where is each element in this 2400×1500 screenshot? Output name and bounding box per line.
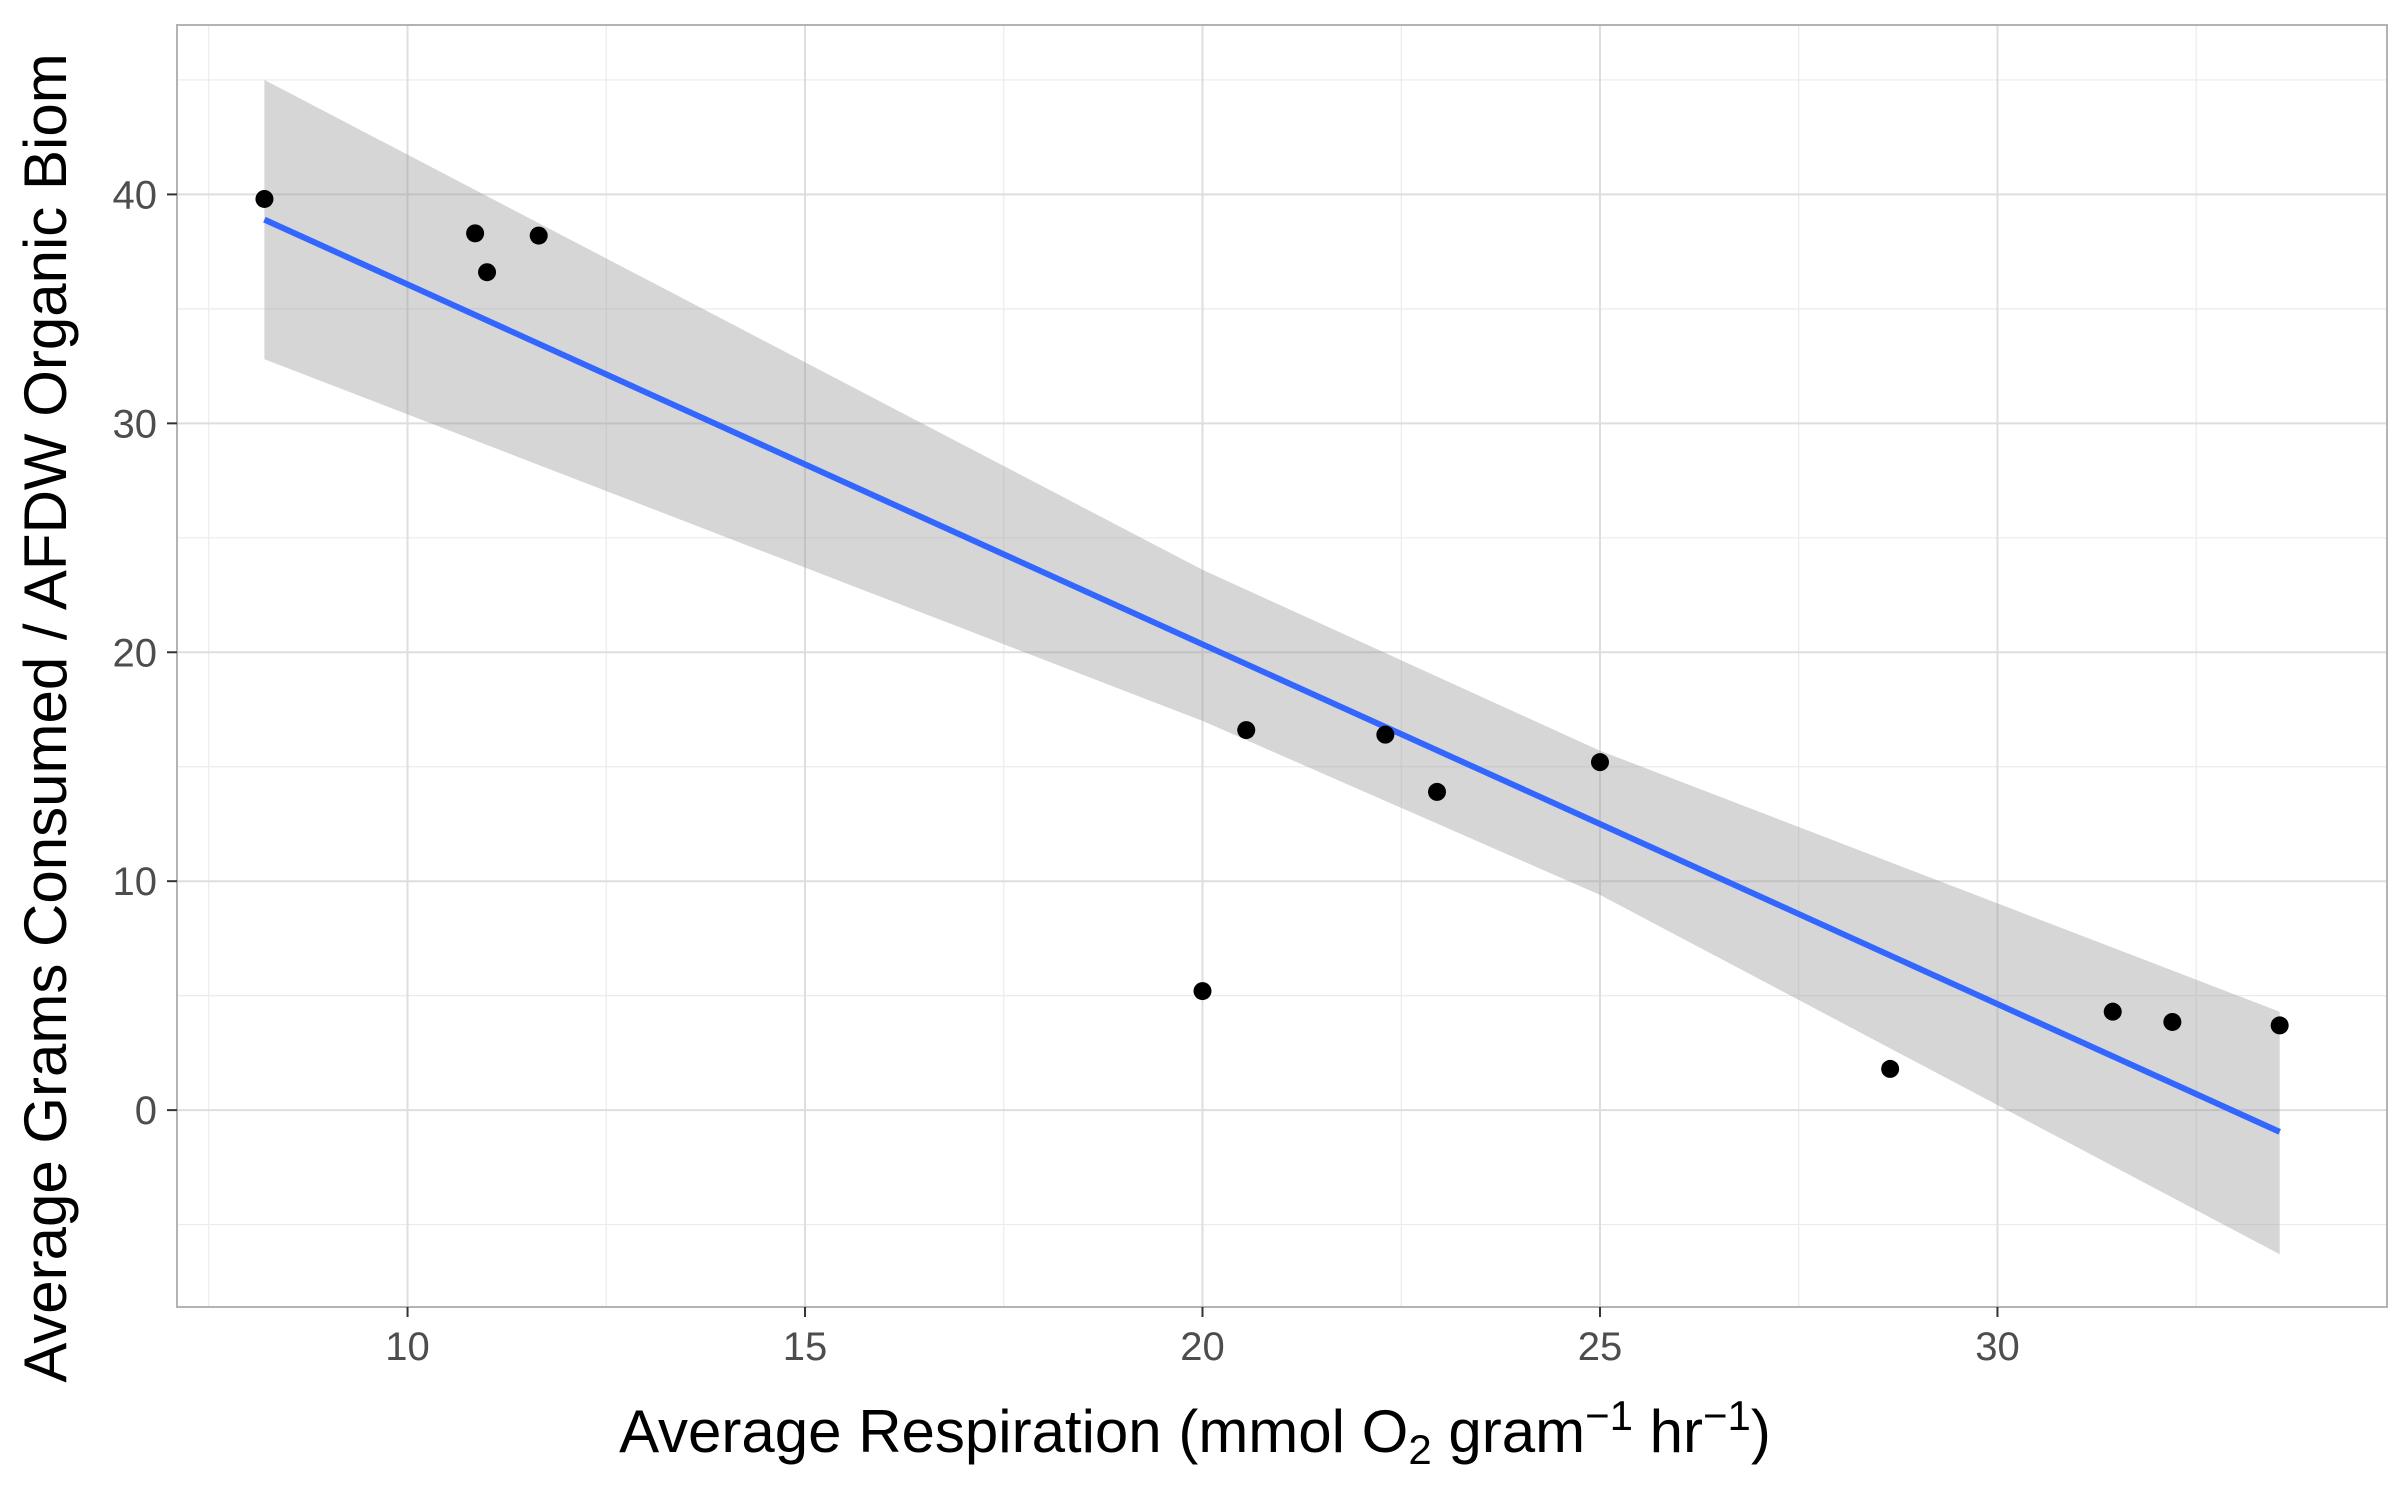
data-point	[1237, 721, 1256, 740]
regression-line	[263, 216, 2281, 1135]
x-tick-label: 25	[1578, 1325, 1623, 1369]
data-point	[529, 226, 548, 245]
confidence-band	[264, 79, 2280, 1255]
data-point	[1881, 1059, 1900, 1078]
data-point	[1193, 982, 1212, 1001]
data-point	[1590, 753, 1609, 772]
data-point	[2270, 1016, 2289, 1035]
y-tick-label: 20	[113, 631, 158, 675]
y-tick-label: 30	[113, 402, 158, 446]
data-point	[2163, 1012, 2182, 1031]
data-point	[1376, 725, 1395, 744]
y-tick-label: 40	[113, 173, 158, 217]
data-point	[1428, 782, 1447, 801]
data-point	[478, 263, 497, 282]
x-tick-label: 20	[1180, 1325, 1225, 1369]
x-tick-label: 15	[783, 1325, 828, 1369]
data-point	[466, 224, 485, 243]
x-axis-ticks: 10 15 20 25 30	[385, 1307, 2020, 1369]
y-tick-label: 10	[113, 860, 158, 904]
y-axis-ticks: 0 10 20 30 40	[113, 173, 177, 1133]
plot-border	[176, 24, 2388, 1308]
data-point	[255, 189, 274, 208]
x-tick-label: 30	[1975, 1325, 2020, 1369]
y-tick-label: 0	[135, 1089, 157, 1133]
x-axis-title: Average Respiration (mmol O2 gram−1 hr−1…	[619, 1392, 1771, 1473]
y-axis-title: Average Grams Consumed / AFDW Organic Bi…	[12, 53, 79, 1382]
major-gridlines	[177, 25, 2387, 1307]
x-tick-label: 10	[385, 1325, 430, 1369]
data-points	[255, 189, 2289, 1078]
minor-gridlines	[177, 25, 2387, 1307]
data-point	[2103, 1002, 2122, 1021]
